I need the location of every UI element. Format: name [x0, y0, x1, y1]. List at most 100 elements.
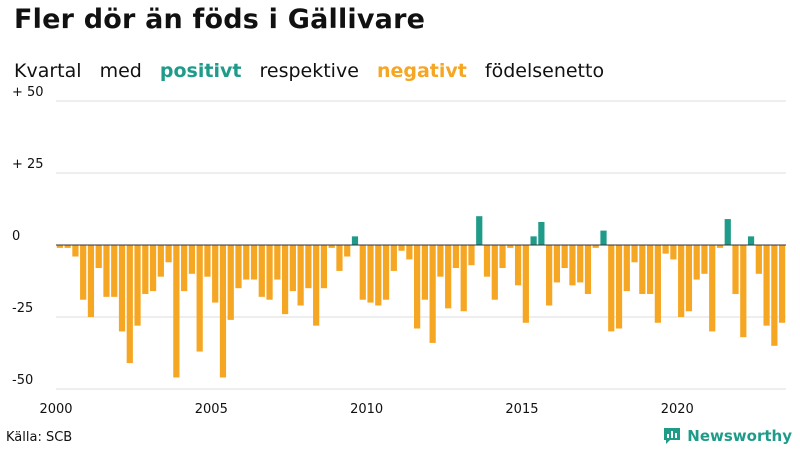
bar-negative	[181, 245, 188, 292]
bar-negative	[491, 245, 498, 300]
bar-negative	[173, 245, 180, 378]
bar-negative	[631, 245, 638, 263]
bar-negative	[142, 245, 149, 294]
bar-negative	[235, 245, 242, 289]
bar-negative	[64, 245, 71, 248]
bar-negative	[716, 245, 724, 248]
bar-negative	[281, 245, 289, 315]
bar-negative	[639, 245, 646, 294]
bar-negative	[103, 245, 110, 297]
bar-positive	[724, 219, 731, 245]
bar-negative	[118, 245, 126, 332]
bar-negative	[165, 245, 172, 263]
bar-negative	[328, 245, 335, 248]
bar-negative	[468, 245, 475, 266]
x-tick-label: 2005	[195, 402, 228, 417]
x-tick-label: 2000	[39, 402, 72, 417]
x-tick-label: 2020	[661, 402, 694, 417]
subtitle-negative-label: negativt	[376, 60, 467, 82]
bar-negative	[507, 245, 514, 248]
bar-negative	[646, 245, 654, 294]
x-tick-label: 2010	[350, 402, 383, 417]
subtitle-text-1: Kvartal	[14, 60, 82, 82]
bar-negative	[429, 245, 436, 343]
bar-negative	[615, 245, 623, 329]
bar-negative	[421, 245, 428, 300]
bar-negative	[297, 245, 304, 306]
bar-negative	[126, 245, 133, 364]
bar-negative	[755, 245, 762, 274]
bar-negative	[701, 245, 708, 274]
bar-negative	[779, 245, 786, 323]
y-tick-label: -25	[12, 301, 33, 316]
bar-negative	[149, 245, 157, 292]
bar-negative	[693, 245, 700, 280]
bar-positive	[747, 236, 755, 245]
bar-negative	[367, 245, 374, 303]
bar-negative	[87, 245, 95, 317]
bar-negative	[670, 245, 677, 260]
bar-negative	[274, 245, 281, 280]
subtitle-text-4: födelsenetto	[484, 60, 605, 82]
bar-chart: + 50 + 25 0 -25 -50 2000 2005 2010 2015 2020	[12, 85, 786, 417]
bar-negative	[219, 245, 227, 378]
newsworthy-logo-icon	[664, 428, 681, 444]
bar-negative	[584, 245, 592, 294]
bar-positive	[351, 236, 359, 245]
chart-subtitle: Kvartal med positivt respektive negativt…	[14, 60, 616, 82]
bar-negative	[499, 245, 506, 269]
bar-negative	[678, 245, 685, 317]
bar-negative	[561, 245, 568, 269]
bar-negative	[577, 245, 584, 283]
bar-negative	[771, 245, 778, 346]
bar-negative	[546, 245, 553, 306]
bar-negative	[266, 245, 273, 300]
bar-negative	[95, 245, 102, 269]
bar-negative	[313, 245, 320, 326]
bar-negative	[344, 245, 351, 257]
bar-negative	[243, 245, 250, 280]
bar-negative	[732, 245, 739, 294]
bar-negative	[204, 245, 211, 277]
bar-negative	[375, 245, 382, 306]
bar-negative	[592, 245, 599, 248]
bar-negative	[414, 245, 421, 329]
bar-negative	[763, 245, 770, 326]
bar-negative	[437, 245, 444, 277]
bar-negative	[336, 245, 343, 271]
bar-negative	[227, 245, 234, 320]
source-note: Källa: SCB	[6, 430, 73, 445]
bar-negative	[662, 245, 669, 254]
bar-negative	[623, 245, 630, 292]
bar-negative	[111, 245, 118, 297]
bar-negative	[514, 245, 522, 286]
bar-negative	[320, 245, 328, 289]
chart-title: Fler dör än föds i Gällivare	[14, 4, 426, 35]
y-tick-label: 0	[12, 229, 20, 244]
bar-negative	[56, 245, 63, 248]
bar-negative	[483, 245, 491, 277]
y-tick-label: + 50	[12, 85, 44, 100]
bar-positive	[538, 221, 545, 245]
bar-negative	[359, 245, 366, 300]
y-tick-label: -50	[12, 373, 33, 388]
subtitle-text-2: med	[99, 60, 142, 82]
bar-negative	[398, 245, 405, 251]
bar-negative	[196, 245, 203, 352]
bar-positive	[600, 230, 607, 245]
bar-negative	[522, 245, 529, 323]
subtitle-positive-label: positivt	[159, 60, 242, 82]
bar-negative	[445, 245, 452, 309]
bar-negative	[72, 245, 79, 257]
bar-negative	[305, 245, 312, 289]
bar-negative	[390, 245, 397, 271]
bar-negative	[740, 245, 747, 338]
brand-name: Newsworthy	[687, 427, 792, 445]
bar-negative	[188, 245, 196, 274]
bar-negative	[460, 245, 467, 312]
bar-negative	[654, 245, 661, 323]
bar-negative	[382, 245, 390, 300]
bar-positive	[476, 216, 483, 245]
bar-negative	[709, 245, 716, 332]
bar-negative	[406, 245, 413, 260]
